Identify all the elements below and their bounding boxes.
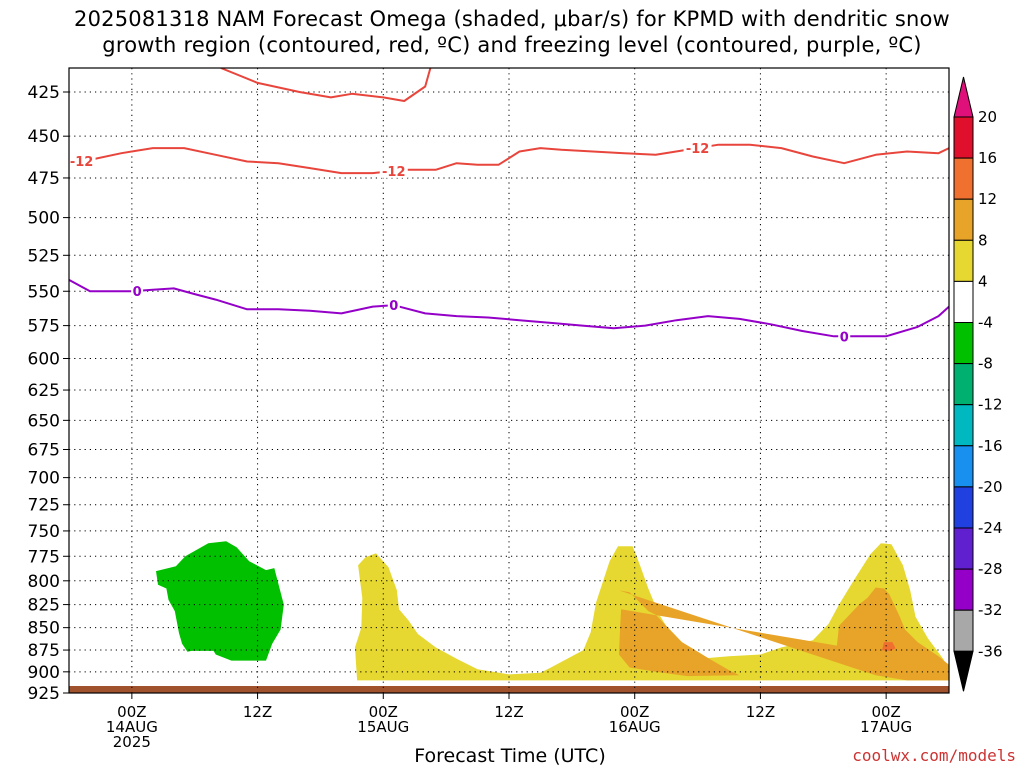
freezing-contour-2 xyxy=(69,279,949,338)
y-tick-label-425: 425 xyxy=(28,83,60,103)
x-tick-label-0-1: 14AUG xyxy=(106,718,158,736)
y-tick-label-475: 475 xyxy=(28,169,60,189)
colorbar-bin-11 xyxy=(953,568,974,611)
y-tick-label-875: 875 xyxy=(28,641,60,661)
contour-label-bg xyxy=(838,328,851,344)
y-tick-label-650: 650 xyxy=(28,411,60,431)
contour-label-bg xyxy=(131,282,144,298)
y-tick-label-825: 825 xyxy=(28,596,60,616)
colorbar-label-0: 20 xyxy=(978,108,997,126)
colorbar-top-arrow xyxy=(953,76,974,118)
temperature-contour-label-1: -12 xyxy=(382,165,406,180)
contour-label-bg xyxy=(379,162,408,178)
colorbar: 20 16 12 8 4 -4 -8 -12 -16 -20 -24 -28 -32 -36 xyxy=(953,76,1003,692)
colorbar-bin-10 xyxy=(953,527,974,570)
colorbar-label-3: 8 xyxy=(978,231,988,249)
temperature-contour-label-0: -12 xyxy=(70,155,94,170)
x-tick-label-72-0: 00Z xyxy=(871,703,900,721)
colorbar-label-5: -4 xyxy=(978,314,993,332)
omega-region-2 xyxy=(619,587,949,681)
colorbar-label-4: 4 xyxy=(978,272,988,290)
contour-label-bg xyxy=(683,140,712,156)
y-tick-label-750: 750 xyxy=(28,522,60,542)
y-tick-label-775: 775 xyxy=(28,547,60,567)
colorbar-label-1: 16 xyxy=(978,149,997,167)
y-tick-label-550: 550 xyxy=(28,282,60,302)
y-axis: 425 450 475 500 525 550 575 600 625 650 675 700 725 7… xyxy=(28,83,69,704)
colorbar-label-11: -28 xyxy=(978,560,1003,578)
y-tick-label-850: 850 xyxy=(28,619,60,639)
y-tick-label-500: 500 xyxy=(28,209,60,229)
y-tick-label-575: 575 xyxy=(28,317,60,337)
omega-shading xyxy=(156,541,949,681)
y-tick-label-925: 925 xyxy=(28,684,60,704)
omega-region-0 xyxy=(156,541,284,661)
y-tick-label-600: 600 xyxy=(28,349,60,369)
colorbar-bin-4 xyxy=(953,280,974,323)
contour-label-bg xyxy=(387,297,400,313)
y-tick-label-700: 700 xyxy=(28,469,60,489)
colorbar-label-12: -32 xyxy=(978,601,1003,619)
colorbar-bin-12 xyxy=(953,609,974,652)
colorbar-label-13: -36 xyxy=(978,642,1003,660)
x-tick-label-24-0: 00Z xyxy=(369,703,398,721)
grid-layer xyxy=(69,68,949,694)
colorbar-bottom-arrow xyxy=(953,650,974,692)
temperature-contour-label-2: -12 xyxy=(686,142,710,157)
x-tick-label-48-1: 16AUG xyxy=(609,718,661,736)
colorbar-label-7: -12 xyxy=(978,396,1003,414)
y-tick-label-525: 525 xyxy=(28,246,60,266)
freezing-contour-label-0: 0 xyxy=(133,285,142,300)
y-tick-label-725: 725 xyxy=(28,496,60,516)
freezing-contour-label-1: 0 xyxy=(389,299,398,314)
chart-title: 2025081318 NAM Forecast Omega (shaded, μ… xyxy=(0,6,1024,58)
colorbar-bin-1 xyxy=(953,157,974,200)
x-tick-label-12-0: 12Z xyxy=(243,703,272,721)
x-tick-label-0-2: 2025 xyxy=(113,733,151,751)
colorbar-bin-5 xyxy=(953,322,974,365)
y-tick-label-800: 800 xyxy=(28,572,60,592)
x-tick-label-36-0: 12Z xyxy=(494,703,523,721)
colorbar-bin-2 xyxy=(953,198,974,241)
colorbar-bin-8 xyxy=(953,445,974,488)
colorbar-label-8: -16 xyxy=(978,437,1003,455)
x-tick-label-60-0: 12Z xyxy=(746,703,775,721)
y-tick-label-625: 625 xyxy=(28,381,60,401)
chart-title-line-2: growth region (contoured, red, ºC) and f… xyxy=(102,33,922,57)
contour-layer xyxy=(69,68,949,338)
colorbar-bin-0 xyxy=(953,116,974,159)
contour-label-layer: -12 -12 -12 0 0 0 xyxy=(67,140,851,345)
x-axis-label: Forecast Time (UTC) xyxy=(414,745,606,767)
colorbar-bin-6 xyxy=(953,363,974,406)
x-tick-label-24-1: 15AUG xyxy=(357,718,409,736)
temperature-contour-0 xyxy=(69,143,949,175)
y-tick-label-900: 900 xyxy=(28,663,60,683)
ground-surface xyxy=(69,686,949,693)
omega-region-3 xyxy=(882,642,896,651)
contour-label-bg xyxy=(67,153,96,169)
freezing-contour-label-2: 0 xyxy=(840,330,849,345)
colorbar-bin-9 xyxy=(953,486,974,529)
colorbar-label-6: -8 xyxy=(978,355,993,373)
chart-title-line-1: 2025081318 NAM Forecast Omega (shaded, μ… xyxy=(74,7,950,31)
colorbar-bin-3 xyxy=(953,239,974,282)
colorbar-label-2: 12 xyxy=(978,190,997,208)
x-tick-label-0-0: 00Z xyxy=(117,703,146,721)
y-tick-label-450: 450 xyxy=(28,127,60,147)
colorbar-label-10: -24 xyxy=(978,519,1003,537)
colorbar-bin-7 xyxy=(953,404,974,447)
ground-layer xyxy=(69,686,949,693)
x-tick-label-72-1: 17AUG xyxy=(860,718,912,736)
colorbar-label-9: -20 xyxy=(978,478,1003,496)
y-tick-label-675: 675 xyxy=(28,441,60,461)
credit-text: coolwx.com/models xyxy=(852,746,1016,765)
x-tick-label-48-0: 00Z xyxy=(620,703,649,721)
temperature-contour-1 xyxy=(220,68,432,102)
